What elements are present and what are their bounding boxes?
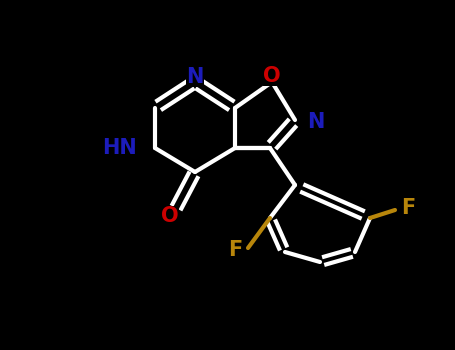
Text: HN: HN [103,138,137,158]
Text: N: N [307,112,324,132]
Text: O: O [263,66,281,86]
Text: F: F [401,198,415,218]
Text: F: F [228,240,242,260]
Text: N: N [186,67,204,87]
Text: O: O [161,206,179,226]
